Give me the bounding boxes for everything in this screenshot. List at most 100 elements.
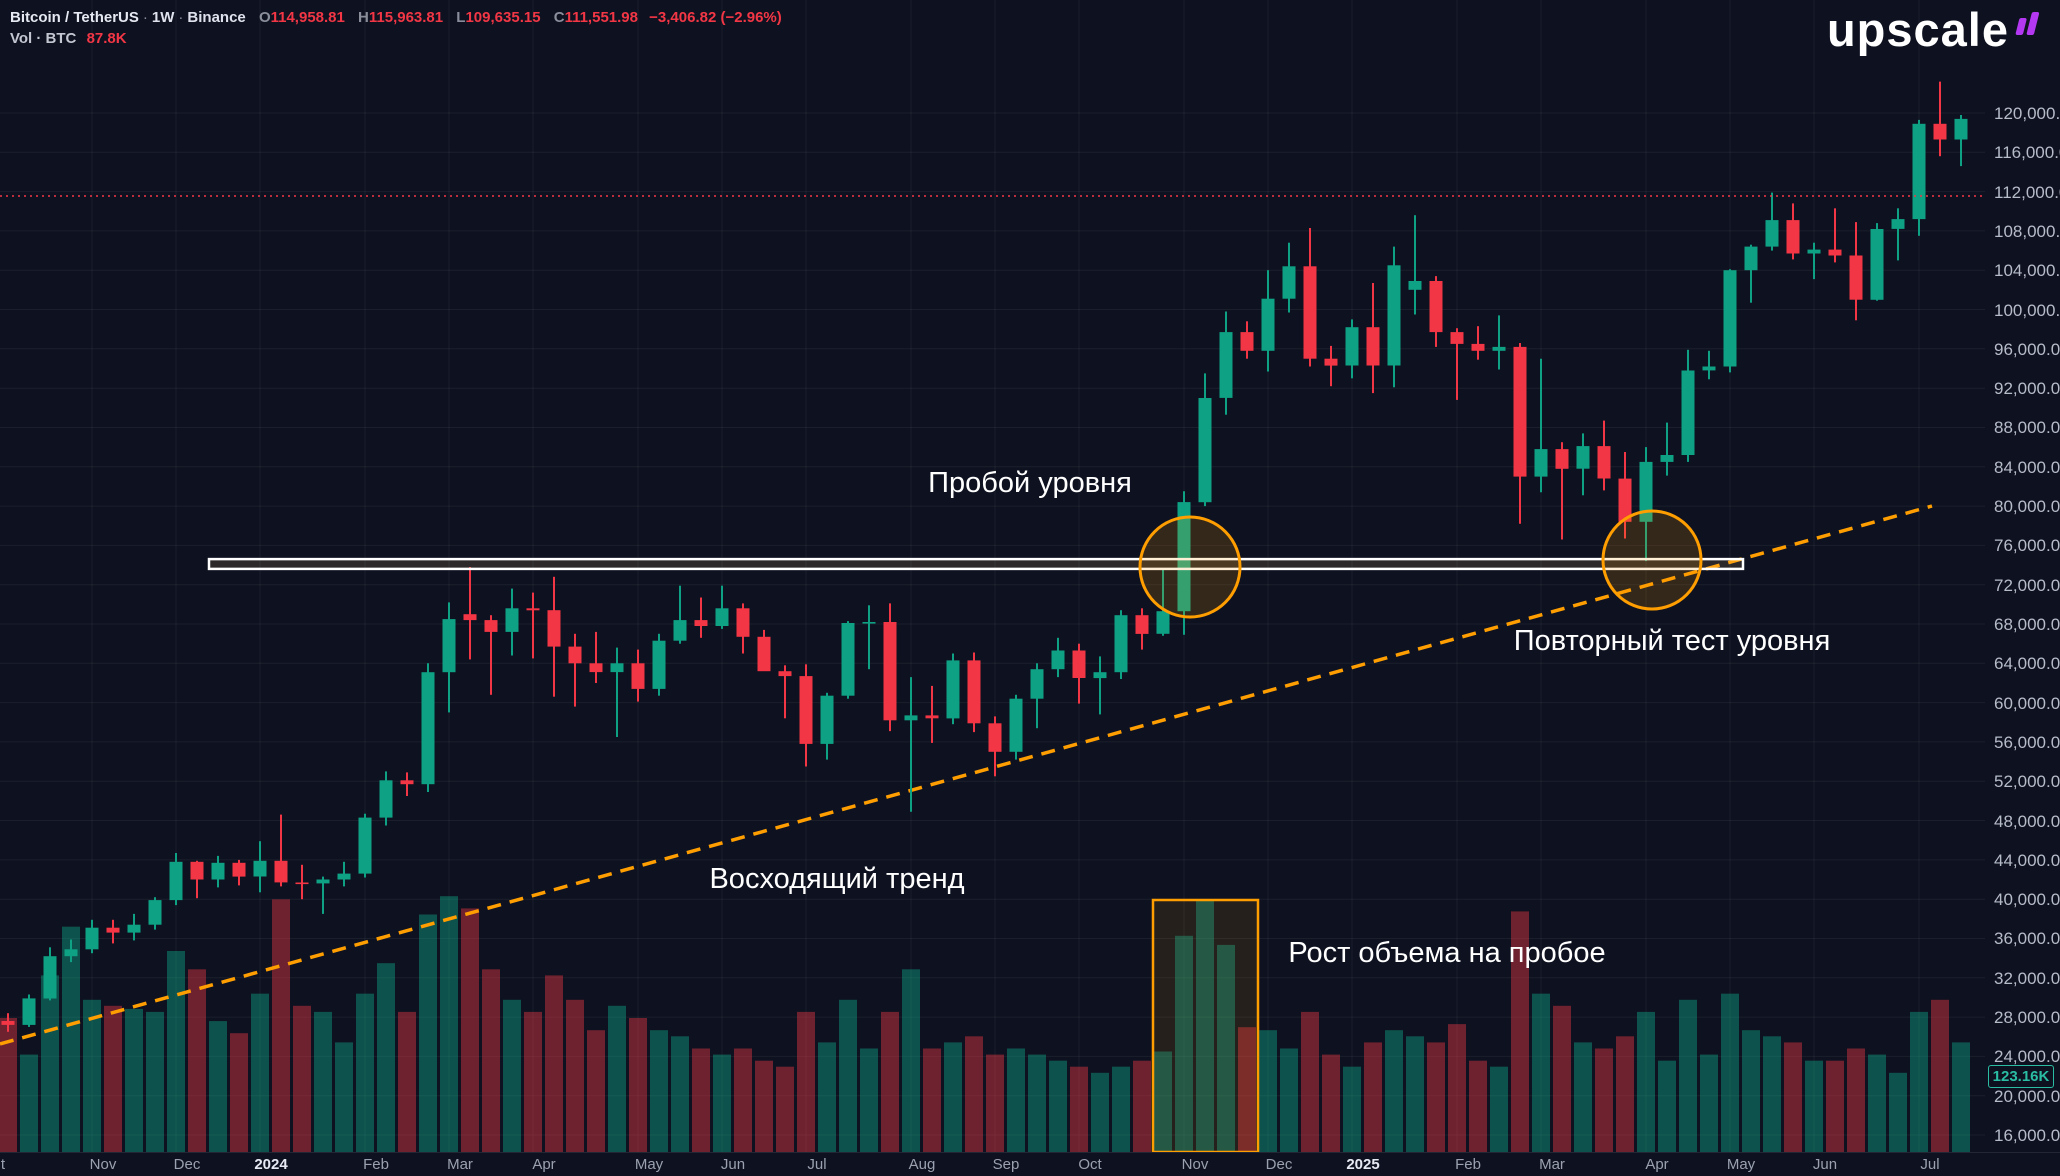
symbol-ohlc-row: Bitcoin / TetherUS · 1W · Binance O114,958.8… [10,7,782,28]
volume-bar [860,1048,878,1152]
candle-body [400,780,414,785]
candle-body [505,608,519,632]
candle-body [862,622,876,624]
candle-body [1912,123,1926,220]
candle-body [316,879,330,884]
candle-body [1093,672,1107,679]
annotation-volume[interactable]: Рост объема на пробое [1288,937,1605,969]
candle-body [43,956,57,999]
volume-axis-badge: 123.16K [1988,1065,2054,1088]
volume-bar [1154,1051,1172,1152]
time-axis-month-label: Aug [908,1156,936,1173]
volume-bar [461,908,479,1152]
volume-indicator-label[interactable]: Vol · BTC [10,30,77,47]
candle-body [253,860,267,877]
price-axis-label: 120,000.00 [1994,104,2060,123]
volume-bar [1553,1005,1571,1152]
breakout-circle[interactable] [1138,515,1242,619]
volume-bar [1070,1066,1088,1152]
candle-body [1408,281,1422,290]
time-axis-year-label: 2025 [1346,1156,1380,1173]
volume-bar [1658,1060,1676,1152]
interval-label[interactable]: 1W [151,9,175,26]
volume-bar [1721,993,1739,1152]
candle-body [358,817,372,874]
retest-circle[interactable] [1601,509,1703,611]
upscale-logo-icon [2015,12,2040,35]
volume-bar [1889,1072,1907,1152]
time-axis-month-label: Oct [1078,1156,1102,1173]
candle-body [1702,366,1716,371]
candle-body [799,676,813,744]
annotation-retest[interactable]: Повторный тест уровня [1514,625,1831,657]
candle-body [589,663,603,673]
price-axis-label: 40,000.00 [1994,890,2060,909]
volume-bar [1301,1011,1319,1152]
volume-bar [650,1030,668,1152]
level-band-drawing[interactable] [207,557,1745,571]
chart-plot[interactable]: Пробой уровня Повторный тест уровня Восход… [0,0,2060,1152]
volume-bar [167,951,185,1152]
annotation-trend[interactable]: Восходящий тренд [709,863,964,895]
candle-body [547,610,561,647]
volume-bar [1448,1024,1466,1152]
candle-body [421,672,435,785]
volume-bar [419,914,437,1152]
candle-body [1135,615,1149,634]
volume-row: Vol · BTC 87.8K [10,28,782,49]
time-axis-month-label: Sep [992,1156,1020,1173]
volume-bar [272,899,290,1152]
symbol-name[interactable]: Bitcoin / TetherUS [10,9,139,26]
time-axis-month-label: Jun [1812,1156,1838,1173]
volume-bar [1469,1060,1487,1152]
candle-body [526,608,540,611]
volume-bar [1238,1027,1256,1152]
separator-dot: · [178,9,184,26]
annotation-breakout[interactable]: Пробой уровня [928,467,1132,499]
time-axis-month-label: Jul [1920,1156,1940,1173]
time-axis-month-label: Dec [1265,1156,1293,1173]
volume-bar [125,1008,143,1152]
low-value: 109,635.15 [465,9,541,26]
time-axis-month-label: Feb [1455,1156,1481,1173]
candle-body [1324,358,1338,366]
candle-body [211,862,225,880]
price-axis-label: 32,000.00 [1994,969,2060,988]
volume-bar [881,1011,899,1152]
candle-body [673,620,687,641]
candle-body [1156,611,1170,634]
volume-bar [1280,1048,1298,1152]
price-axis-label: 68,000.00 [1994,615,2060,634]
candle-body [169,861,183,901]
volume-bar [1175,935,1193,1152]
close-value: 111,551.98 [564,9,638,26]
price-axis[interactable]: 120,000.00 116,000.00 112,000.00 108,000.00… [1986,0,2060,1152]
price-axis-label: 76,000.00 [1994,536,2060,555]
volume-highlight-box[interactable] [1151,898,1260,1152]
exchange-label[interactable]: Binance [187,9,246,26]
trendline-drawing[interactable] [0,504,1933,1046]
volume-indicator-value: 87.8K [86,30,127,47]
volume-bar [20,1054,38,1152]
time-axis[interactable]: t Nov Dec 2024 Feb Mar Apr May Jun Jul Aug Sep Oct No… [0,1152,2060,1176]
volume-bar [188,969,206,1152]
time-axis-month-label: Mar [447,1156,473,1173]
volume-bar [1700,1054,1718,1152]
price-axis-label: 28,000.00 [1994,1008,2060,1027]
candle-body [85,927,99,950]
time-axis-month-label: May [1726,1156,1756,1173]
time-axis-year-label: 2024 [254,1156,288,1173]
price-axis-label: 24,000.00 [1994,1047,2060,1066]
volume-bar [293,1005,311,1152]
volume-bar [1091,1072,1109,1152]
candle-body [841,623,855,696]
candle-body [1387,265,1401,366]
candle-body [568,646,582,664]
price-axis-label: 92,000.00 [1994,379,2060,398]
price-axis-label: 116,000.00 [1994,143,2060,162]
candle-body [778,671,792,677]
volume-bar [986,1054,1004,1152]
volume-bar [1784,1042,1802,1152]
low-label: L [456,9,466,26]
volume-bar [1343,1066,1361,1152]
